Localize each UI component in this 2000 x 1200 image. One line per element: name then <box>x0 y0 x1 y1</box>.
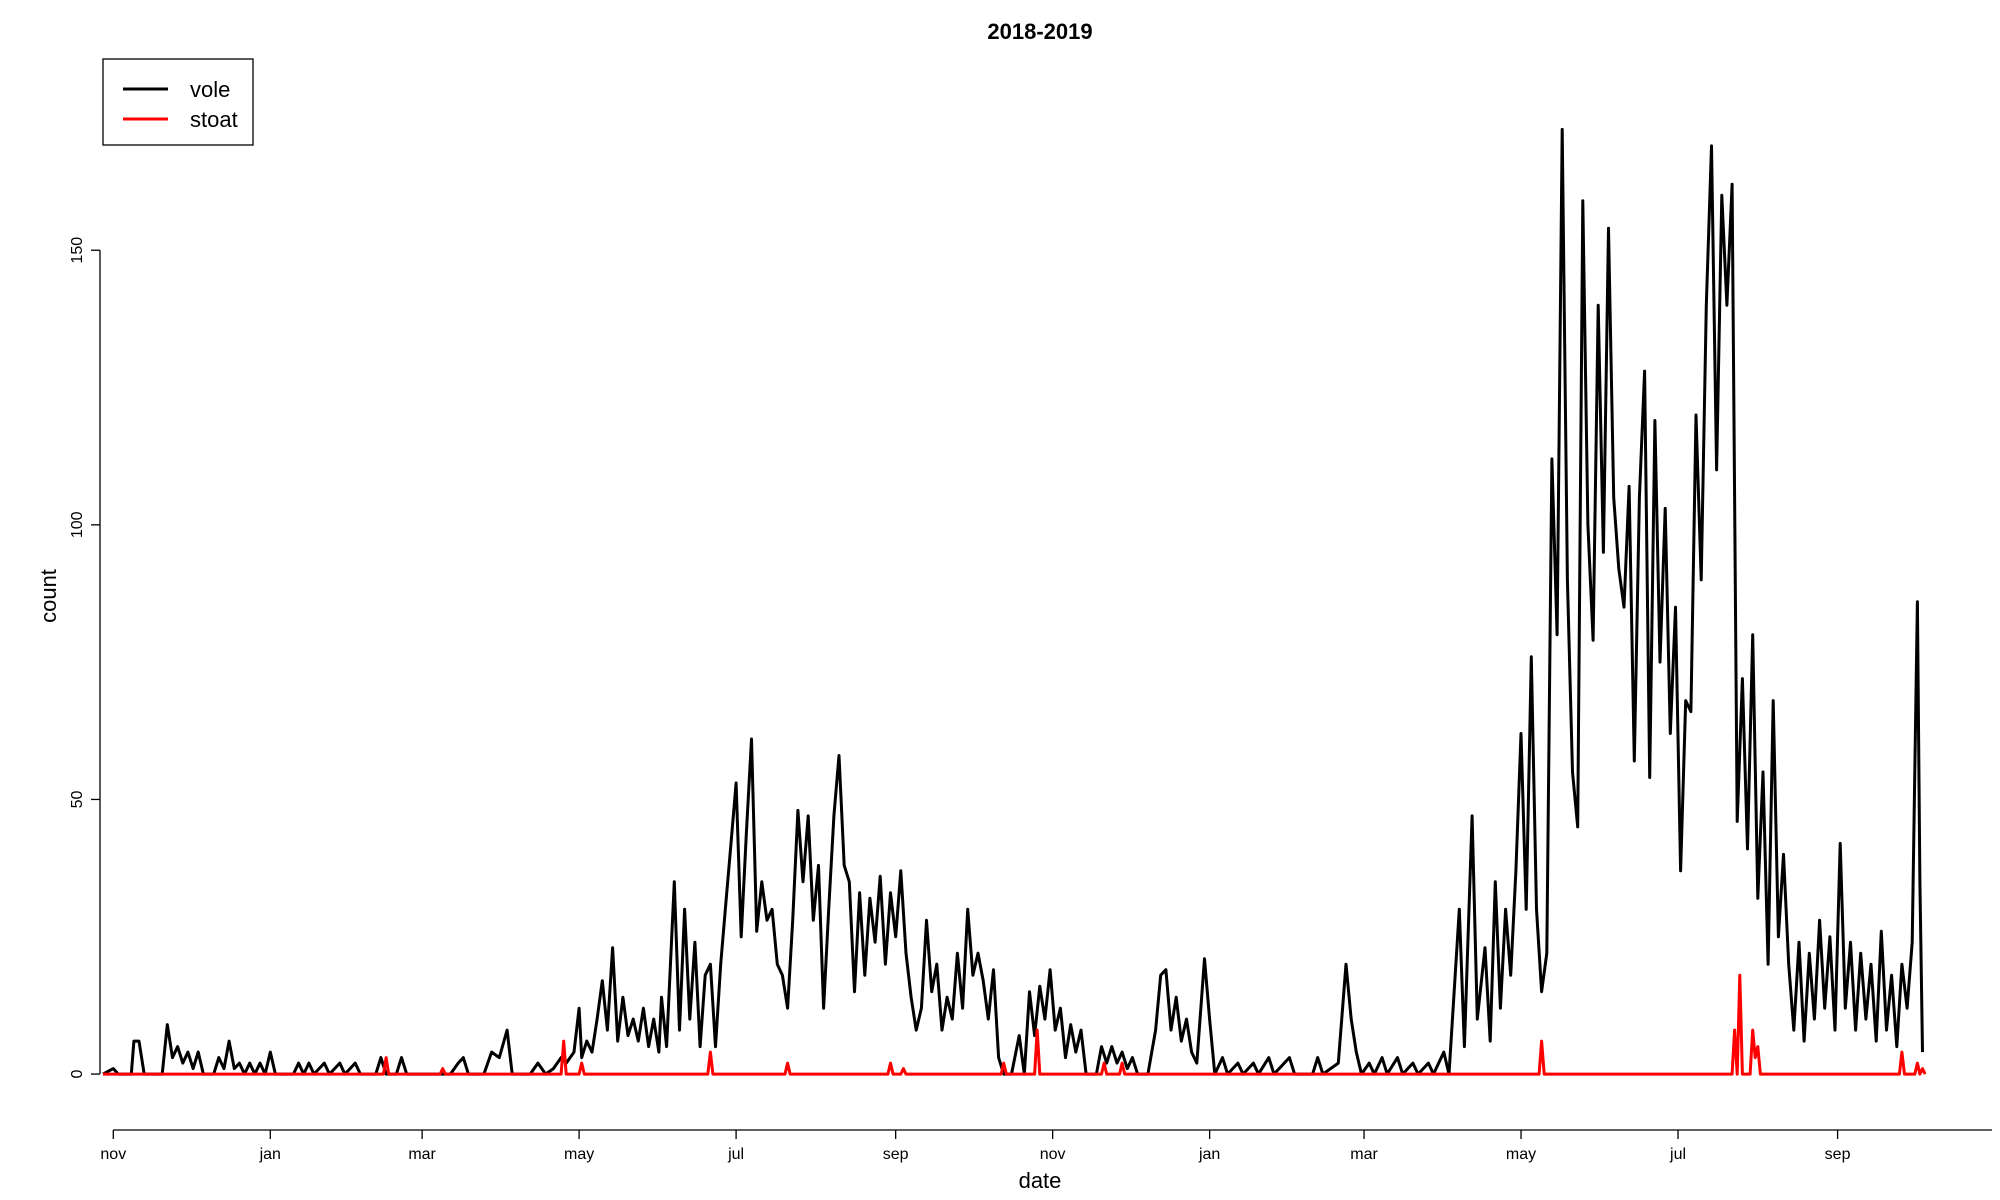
y-tick-label: 100 <box>69 511 86 538</box>
series-line-vole <box>102 127 1924 1076</box>
legend-box <box>102 58 254 146</box>
chart-title: 2018-2019 <box>987 19 1092 44</box>
y-axis: 0 50 100 150 <box>69 237 101 1079</box>
x-tick-label: sep <box>883 1146 909 1163</box>
x-tick-label: sep <box>1825 1146 1851 1163</box>
y-tick-label: 50 <box>69 790 86 808</box>
x-tick-label: jul <box>727 1146 744 1163</box>
x-tick-label: may <box>564 1146 594 1163</box>
legend: vole stoat <box>102 58 254 146</box>
legend-label-stoat: stoat <box>190 107 238 132</box>
x-tick-label: mar <box>1350 1146 1378 1163</box>
y-axis-title: count <box>36 569 61 623</box>
x-axis-title: date <box>1019 1168 1062 1193</box>
x-tick-label: may <box>1506 1146 1536 1163</box>
x-tick-label: jul <box>1669 1146 1686 1163</box>
y-tick-label: 0 <box>69 1070 86 1079</box>
x-tick-label: nov <box>100 1146 126 1163</box>
series-line-stoat <box>103 973 1927 1076</box>
y-tick-label: 150 <box>69 237 86 264</box>
x-tick-label: nov <box>1040 1146 1066 1163</box>
x-tick-label: jan <box>259 1146 281 1163</box>
series-layer <box>102 127 1927 1076</box>
legend-label-vole: vole <box>190 77 230 102</box>
x-axis: nov jan mar may jul sep nov jan mar may jul sep <box>100 1129 1992 1163</box>
x-tick-label: mar <box>408 1146 436 1163</box>
x-tick-label: jan <box>1198 1146 1220 1163</box>
